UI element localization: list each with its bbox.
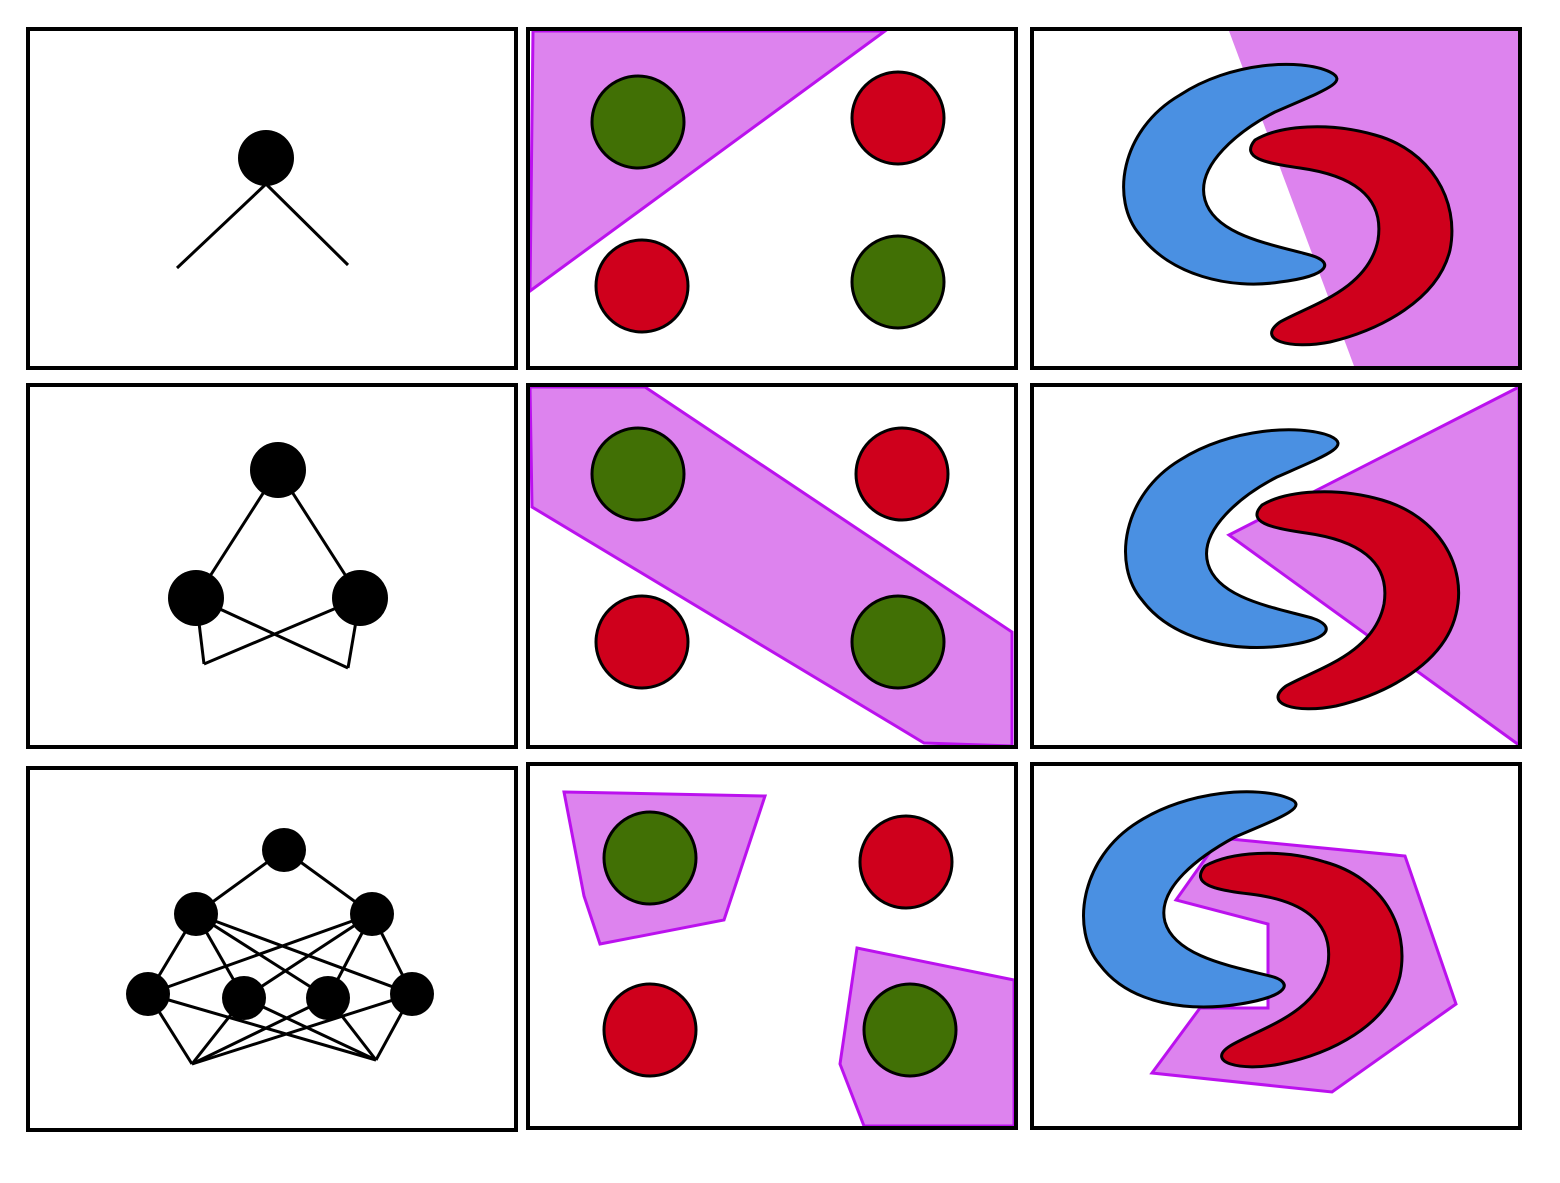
- panel-network-single-neuron: [26, 27, 518, 370]
- network-edge: [203, 596, 361, 666]
- green-point: [590, 74, 686, 170]
- panel-network-one-hidden-layer: [26, 383, 518, 749]
- panel-frame-outline: [526, 762, 1018, 1130]
- red-moon: [1249, 125, 1454, 347]
- network-node: [262, 828, 306, 872]
- network-node: [350, 892, 394, 936]
- panel-frame-outline: [1030, 383, 1522, 749]
- red-point: [602, 982, 698, 1078]
- panel-moons-wedge-boundary: [1030, 383, 1522, 749]
- blue-moon: [1082, 790, 1298, 1009]
- panel-xor-band-boundary: [526, 383, 1018, 749]
- network-node: [238, 130, 294, 186]
- panel-xor-linear-boundary: [526, 27, 1018, 370]
- row-2: [26, 383, 1522, 749]
- panel-frame: [26, 27, 518, 370]
- row-3: [26, 762, 1522, 1132]
- network-node: [332, 570, 388, 626]
- network-node: [126, 972, 170, 1016]
- panel-frame-outline: [526, 383, 1018, 749]
- red-point: [594, 238, 690, 334]
- panel-xor-two-regions: [526, 762, 1018, 1130]
- green-point: [590, 426, 686, 522]
- red-moon: [1198, 851, 1404, 1069]
- panel-frame: [26, 383, 518, 749]
- panel-moons-linear-boundary: [1030, 27, 1522, 370]
- network-node: [174, 892, 218, 936]
- network-edge: [264, 182, 350, 267]
- red-moon: [1255, 490, 1461, 711]
- red-point: [858, 814, 954, 910]
- red-point: [850, 70, 946, 166]
- network-node: [390, 972, 434, 1016]
- panel-frame-outline: [526, 27, 1018, 370]
- green-point: [850, 594, 946, 690]
- red-point: [854, 426, 950, 522]
- green-point: [602, 810, 698, 906]
- row-1: [26, 27, 1522, 370]
- panel-moons-wrapped-boundary: [1030, 762, 1522, 1130]
- network-node: [306, 976, 350, 1020]
- network-node: [222, 976, 266, 1020]
- network-node: [168, 570, 224, 626]
- panel-frame-outline: [1030, 762, 1522, 1130]
- green-point: [862, 982, 958, 1078]
- network-node: [250, 442, 306, 498]
- red-point: [594, 594, 690, 690]
- panel-frame-outline: [1030, 27, 1522, 370]
- blue-moon: [1122, 62, 1339, 286]
- network-edge: [175, 182, 268, 270]
- blue-moon: [1124, 428, 1340, 649]
- green-point: [850, 234, 946, 330]
- panel-network-two-hidden-layers: [26, 766, 518, 1132]
